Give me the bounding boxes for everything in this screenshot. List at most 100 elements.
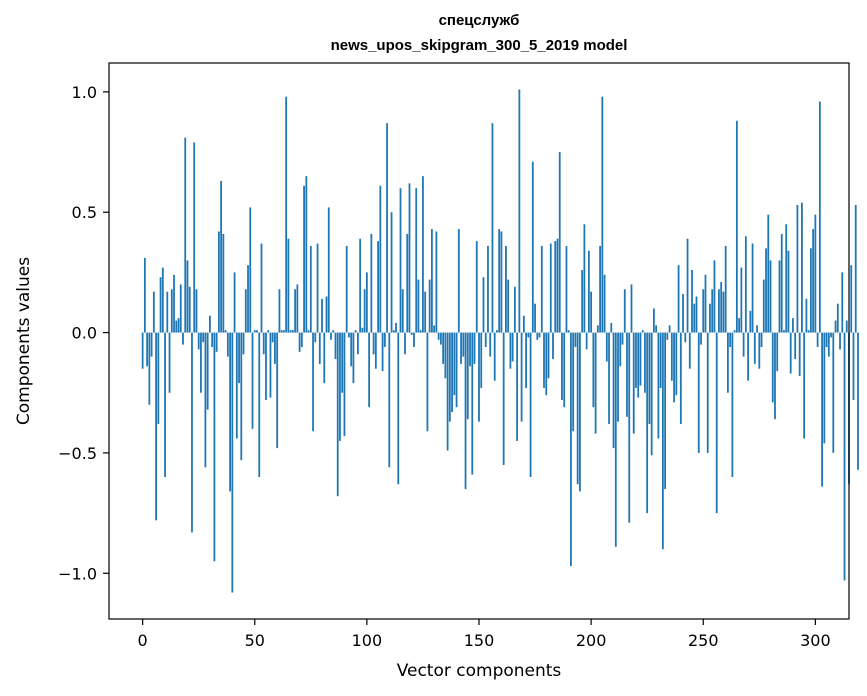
x-tick-label: 100 (352, 631, 383, 650)
bar-164 (509, 332, 512, 369)
bar-257 (718, 289, 720, 333)
bar-278 (765, 248, 767, 333)
bar-258 (720, 282, 723, 333)
bar-301 (816, 332, 819, 348)
bar-249 (700, 332, 702, 345)
bar-94 (352, 332, 355, 384)
bar-220 (635, 332, 637, 388)
bar-58 (271, 332, 274, 343)
bar-83 (327, 207, 330, 333)
bar-45 (242, 332, 245, 355)
bar-169 (520, 332, 523, 422)
bar-300 (814, 214, 817, 333)
y-axis-label: Components values (14, 257, 34, 425)
bar-198 (585, 332, 588, 350)
bar-317 (852, 332, 855, 400)
bar-292 (796, 205, 799, 333)
bar-299 (812, 229, 815, 333)
bar-55 (265, 332, 267, 400)
bar-203 (596, 325, 599, 333)
bar-147 (471, 332, 474, 475)
bar-163 (507, 279, 510, 333)
bar-268 (742, 332, 745, 357)
bar-173 (529, 332, 532, 477)
bar-180 (545, 332, 548, 396)
bar-100 (365, 272, 368, 333)
bar-305 (825, 332, 828, 348)
bar-76 (312, 332, 314, 432)
bar-36 (222, 233, 225, 333)
x-tick-label: 150 (464, 631, 495, 650)
bar-316 (850, 265, 853, 333)
bar-1 (143, 257, 146, 333)
bar-66 (289, 330, 292, 333)
bar-200 (590, 291, 593, 333)
bar-13 (170, 289, 173, 333)
bar-239 (677, 265, 680, 333)
bar-140 (455, 332, 458, 408)
y-tick-label: −0.5 (58, 444, 97, 463)
bar-197 (583, 224, 586, 333)
bar-24 (195, 289, 198, 333)
bar-84 (330, 332, 332, 340)
bar-136 (446, 332, 449, 451)
bar-290 (792, 318, 794, 333)
y-tick-label: 0.0 (72, 324, 97, 343)
bar-59 (274, 332, 276, 364)
bar-161 (502, 332, 505, 465)
bar-303 (821, 332, 823, 487)
bar-68 (294, 289, 297, 333)
bar-185 (556, 238, 559, 333)
bar-108 (383, 332, 386, 348)
bar-99 (363, 289, 366, 333)
bar-222 (639, 332, 642, 386)
bar-79 (318, 332, 321, 364)
bar-313 (843, 332, 846, 581)
bar-297 (807, 330, 810, 333)
bar-18 (182, 332, 184, 345)
bar-287 (785, 224, 788, 333)
bar-175 (534, 303, 536, 333)
bar-155 (489, 332, 492, 357)
bar-101 (368, 332, 371, 408)
bar-90 (343, 332, 346, 437)
bar-128 (428, 279, 431, 333)
bar-232 (661, 332, 664, 550)
bar-148 (473, 332, 476, 364)
bar-274 (756, 325, 758, 333)
bar-137 (448, 332, 451, 422)
bar-254 (711, 289, 714, 333)
bar-167 (516, 332, 519, 441)
bar-107 (381, 332, 384, 372)
bar-264 (733, 330, 736, 333)
bar-255 (713, 260, 716, 333)
bar-214 (621, 332, 624, 345)
bar-314 (845, 320, 848, 333)
bar-272 (751, 243, 754, 333)
bar-138 (451, 332, 453, 413)
bar-269 (744, 236, 747, 333)
bar-174 (531, 161, 534, 333)
bar-162 (505, 245, 507, 333)
bar-311 (839, 332, 841, 350)
bar-245 (691, 270, 693, 333)
bar-189 (565, 245, 568, 333)
bar-35 (220, 180, 223, 333)
bar-284 (778, 260, 781, 333)
bar-112 (392, 330, 395, 333)
x-tick-label: 300 (800, 631, 831, 650)
bar-113 (395, 322, 397, 333)
bar-42 (235, 332, 238, 439)
bar-176 (536, 332, 539, 340)
bar-181 (547, 332, 550, 379)
bar-62 (280, 330, 283, 333)
bar-207 (605, 332, 608, 362)
bar-172 (527, 332, 530, 338)
bar-41 (233, 272, 236, 333)
bar-223 (641, 330, 644, 333)
bar-309 (834, 320, 837, 333)
bar-229 (655, 325, 658, 333)
bar-60 (276, 332, 279, 449)
bar-318 (854, 205, 857, 333)
bar-105 (377, 241, 379, 333)
